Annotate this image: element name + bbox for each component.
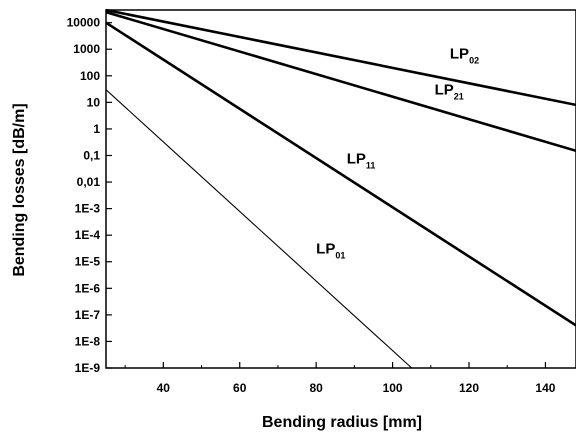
- y-tick-label: 10000: [67, 16, 101, 30]
- series-label-sub: 02: [469, 55, 479, 65]
- y-tick-label: 10: [87, 95, 101, 109]
- series-label-lp01: LP01: [316, 241, 345, 261]
- y-tick-label: 1000: [73, 42, 100, 56]
- y-tick-label: 1E-6: [75, 281, 101, 295]
- y-tick-label: 1E-8: [75, 334, 101, 348]
- series-label-main: LP: [316, 241, 335, 258]
- series-label-lp21: LP21: [435, 81, 464, 101]
- series-line-lp11: [105, 21, 576, 327]
- x-tick-label: 60: [233, 381, 247, 395]
- y-tick-label: 1E-4: [75, 228, 101, 242]
- y-tick-label: 1E-3: [75, 202, 101, 216]
- x-tick-label: 140: [535, 381, 555, 395]
- series-line-lp01: [105, 89, 413, 369]
- series-label-main: LP: [347, 150, 366, 167]
- series-label-sub: 11: [366, 160, 376, 170]
- series-label-main: LP: [450, 45, 469, 62]
- x-tick-label: 120: [459, 381, 479, 395]
- y-tick-label: 100: [80, 69, 100, 83]
- y-tick-label: 0,1: [83, 148, 100, 162]
- y-tick-label: 1E-7: [75, 308, 101, 322]
- series-label-lp11: LP11: [347, 150, 376, 170]
- plot-frame: [105, 9, 576, 369]
- series-line-lp02: [105, 8, 576, 107]
- y-tick-label: 1E-9: [75, 361, 101, 375]
- series-label-sub: 01: [335, 251, 345, 261]
- x-axis: 40 60 80 100 120 140: [124, 362, 556, 395]
- x-tick-label: 80: [309, 381, 323, 395]
- x-tick-label: 40: [157, 381, 171, 395]
- series-label-lp02: LP02: [450, 45, 479, 65]
- series-layer: [105, 8, 576, 369]
- series-label-sub: 21: [454, 91, 464, 101]
- series-line-lp21: [105, 10, 576, 153]
- y-axis: 10000 1000 100 10 1 0,1 0,01 1E-3 1E-4 1E-5 1E-6 1E…: [67, 16, 112, 375]
- y-tick-label: 0,01: [77, 175, 101, 189]
- y-tick-label: 1: [93, 122, 100, 136]
- x-tick-label: 100: [383, 381, 403, 395]
- y-axis-title: Bending losses [dB/m]: [11, 103, 28, 276]
- series-label-main: LP: [435, 81, 454, 98]
- x-axis-title: Bending radius [mm]: [262, 414, 422, 431]
- y-tick-label: 1E-5: [75, 255, 101, 269]
